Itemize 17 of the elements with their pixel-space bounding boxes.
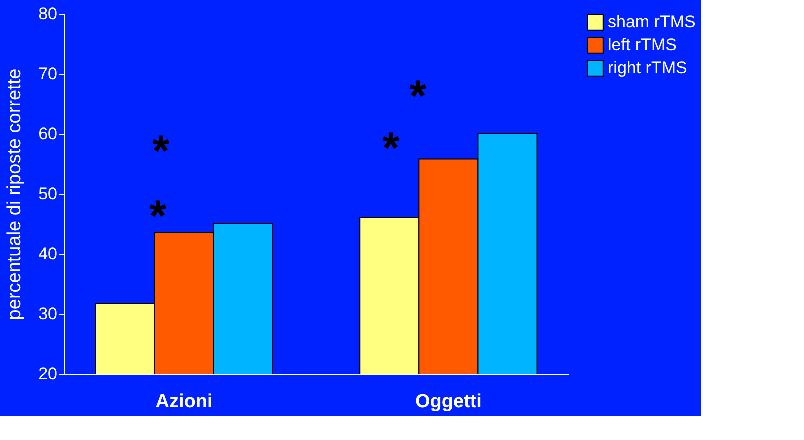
annotation: *: [382, 124, 400, 173]
y-axis-title: percentuale di riposte corrette: [4, 68, 26, 320]
y-tick-label: 30: [38, 304, 58, 324]
y-tick-label: 80: [38, 4, 58, 24]
x-tick-label: Oggetti: [415, 392, 482, 412]
y-tick-label: 20: [38, 364, 58, 384]
annotation: *: [152, 127, 170, 176]
legend-label: sham rTMS: [608, 12, 696, 32]
y-tick-label: 40: [38, 244, 58, 264]
x-tick-label: Azioni: [156, 392, 213, 412]
y-tick-label: 50: [38, 184, 58, 204]
y-tick-label: 60: [38, 124, 58, 144]
legend-label: left rTMS: [608, 36, 677, 54]
legend-label: right rTMS: [608, 58, 688, 78]
y-tick-label: 70: [38, 64, 58, 84]
annotation: *: [409, 72, 428, 121]
annotation: *: [149, 192, 168, 241]
